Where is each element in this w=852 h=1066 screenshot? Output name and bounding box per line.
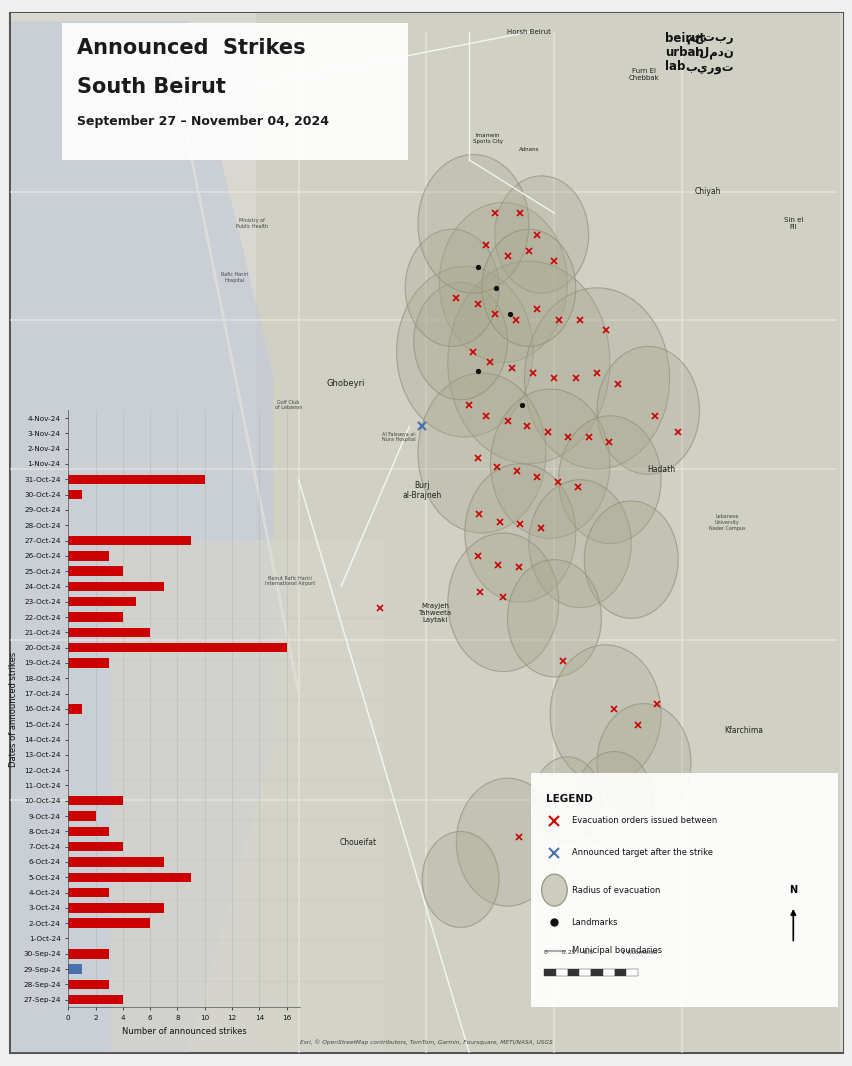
Text: Chiyah: Chiyah [694, 188, 721, 196]
Circle shape [464, 464, 575, 602]
Bar [68, 643, 286, 652]
Bar [68, 612, 123, 621]
Bar [68, 597, 136, 607]
Bar [68, 474, 204, 484]
Text: LEGEND: LEGEND [545, 794, 592, 804]
Text: Burj
al-Brajneh: Burj al-Brajneh [402, 481, 441, 500]
Bar [68, 965, 82, 974]
Text: Horsh Beirut: Horsh Beirut [506, 29, 550, 35]
Bar [111, 540, 383, 1052]
Text: beirut
urban
lab: beirut urban lab [665, 32, 705, 72]
Text: Sin el
Fil: Sin el Fil [783, 217, 802, 230]
Text: Al Faisseya al-
Nura Hospital: Al Faisseya al- Nura Hospital [382, 432, 416, 442]
Bar [68, 949, 109, 958]
Text: 0       0.25    0.5              1 Kilometer: 0 0.25 0.5 1 Kilometer [544, 950, 657, 955]
Bar [68, 872, 191, 882]
Text: Landmarks: Landmarks [571, 918, 618, 926]
Circle shape [405, 229, 498, 346]
Text: Mrayjeh
Tahweeta
Laytaki: Mrayjeh Tahweeta Laytaki [418, 603, 451, 623]
Circle shape [596, 346, 699, 474]
Bar [68, 826, 109, 836]
Bar [625, 969, 637, 976]
Polygon shape [11, 21, 273, 1052]
Text: Imamein
Sports City: Imamein Sports City [472, 133, 503, 144]
Bar [68, 536, 191, 546]
Circle shape [532, 757, 601, 842]
FancyBboxPatch shape [62, 23, 407, 160]
Text: Beirut Rafic Hariri
International Airport: Beirut Rafic Hariri International Airpor… [265, 576, 314, 586]
Text: Furn El
Chebbak: Furn El Chebbak [628, 68, 659, 81]
Circle shape [447, 261, 609, 464]
Circle shape [494, 176, 588, 293]
Bar [256, 13, 839, 1052]
Bar [68, 903, 164, 912]
Circle shape [439, 203, 567, 362]
Text: Kfarchima: Kfarchima [723, 726, 763, 734]
Circle shape [541, 874, 567, 906]
Bar [68, 842, 123, 852]
Bar [68, 705, 82, 713]
Circle shape [550, 645, 660, 784]
FancyBboxPatch shape [531, 773, 838, 1007]
Circle shape [575, 752, 652, 847]
Bar [68, 888, 109, 898]
Text: Hadath: Hadath [647, 465, 674, 473]
Bar [68, 566, 123, 576]
Bar [68, 995, 123, 1004]
Circle shape [596, 704, 690, 821]
Bar [68, 551, 109, 561]
Circle shape [456, 778, 558, 906]
Bar [579, 969, 590, 976]
Text: Municipal boundaries: Municipal boundaries [571, 947, 661, 955]
Bar [68, 857, 164, 867]
Text: Radius of evacuation: Radius of evacuation [571, 886, 659, 894]
Text: Announced  Strikes: Announced Strikes [77, 38, 305, 59]
Circle shape [447, 533, 558, 672]
Bar [68, 628, 150, 637]
Bar [68, 919, 150, 927]
Circle shape [528, 480, 630, 608]
Text: Lebanese
University
Nader Campus: Lebanese University Nader Campus [708, 514, 744, 531]
Text: Ghobeyri: Ghobeyri [325, 379, 365, 388]
Text: South Beirut: South Beirut [77, 77, 226, 97]
FancyBboxPatch shape [10, 13, 842, 1053]
Circle shape [490, 389, 609, 538]
Circle shape [417, 155, 528, 293]
Bar [68, 658, 109, 667]
Circle shape [584, 501, 677, 618]
Text: Esri, © OpenStreetMap contributors, TomTom, Garmin, Foursquare, METI/NASA, USGS: Esri, © OpenStreetMap contributors, TomT… [300, 1039, 552, 1046]
Bar [68, 980, 109, 989]
Bar [68, 582, 164, 592]
Y-axis label: Dates of announced strikes: Dates of announced strikes [9, 651, 18, 766]
Bar [556, 969, 567, 976]
Text: September 27 – November 04, 2024: September 27 – November 04, 2024 [77, 115, 328, 128]
Text: Ministry of
Public Health: Ministry of Public Health [235, 219, 268, 229]
Text: Adnans: Adnans [518, 147, 538, 151]
Bar [567, 969, 579, 976]
Text: مختبر
المدن
بيروت: مختبر المدن بيروت [684, 32, 733, 74]
Text: Announced target after the strike: Announced target after the strike [571, 849, 711, 857]
Bar [68, 490, 82, 499]
Text: Evacuation orders issued between: Evacuation orders issued between [571, 817, 716, 825]
Bar [68, 811, 95, 821]
Bar [602, 969, 613, 976]
Circle shape [481, 229, 575, 346]
Text: N: N [788, 886, 797, 895]
X-axis label: Number of announced strikes: Number of announced strikes [122, 1027, 246, 1035]
Bar [613, 969, 625, 976]
Circle shape [396, 266, 532, 437]
Circle shape [507, 560, 601, 677]
Text: Golf Club
of Lebanon: Golf Club of Lebanon [274, 400, 302, 410]
Circle shape [413, 282, 507, 400]
Bar [68, 796, 123, 806]
Circle shape [417, 373, 545, 533]
Text: Choueifat: Choueifat [339, 838, 377, 846]
Circle shape [558, 416, 660, 544]
Bar [590, 969, 602, 976]
Circle shape [422, 831, 498, 927]
Text: Rafic Hariri
Hospital: Rafic Hariri Hospital [221, 272, 248, 282]
Circle shape [524, 288, 669, 469]
Bar [544, 969, 556, 976]
